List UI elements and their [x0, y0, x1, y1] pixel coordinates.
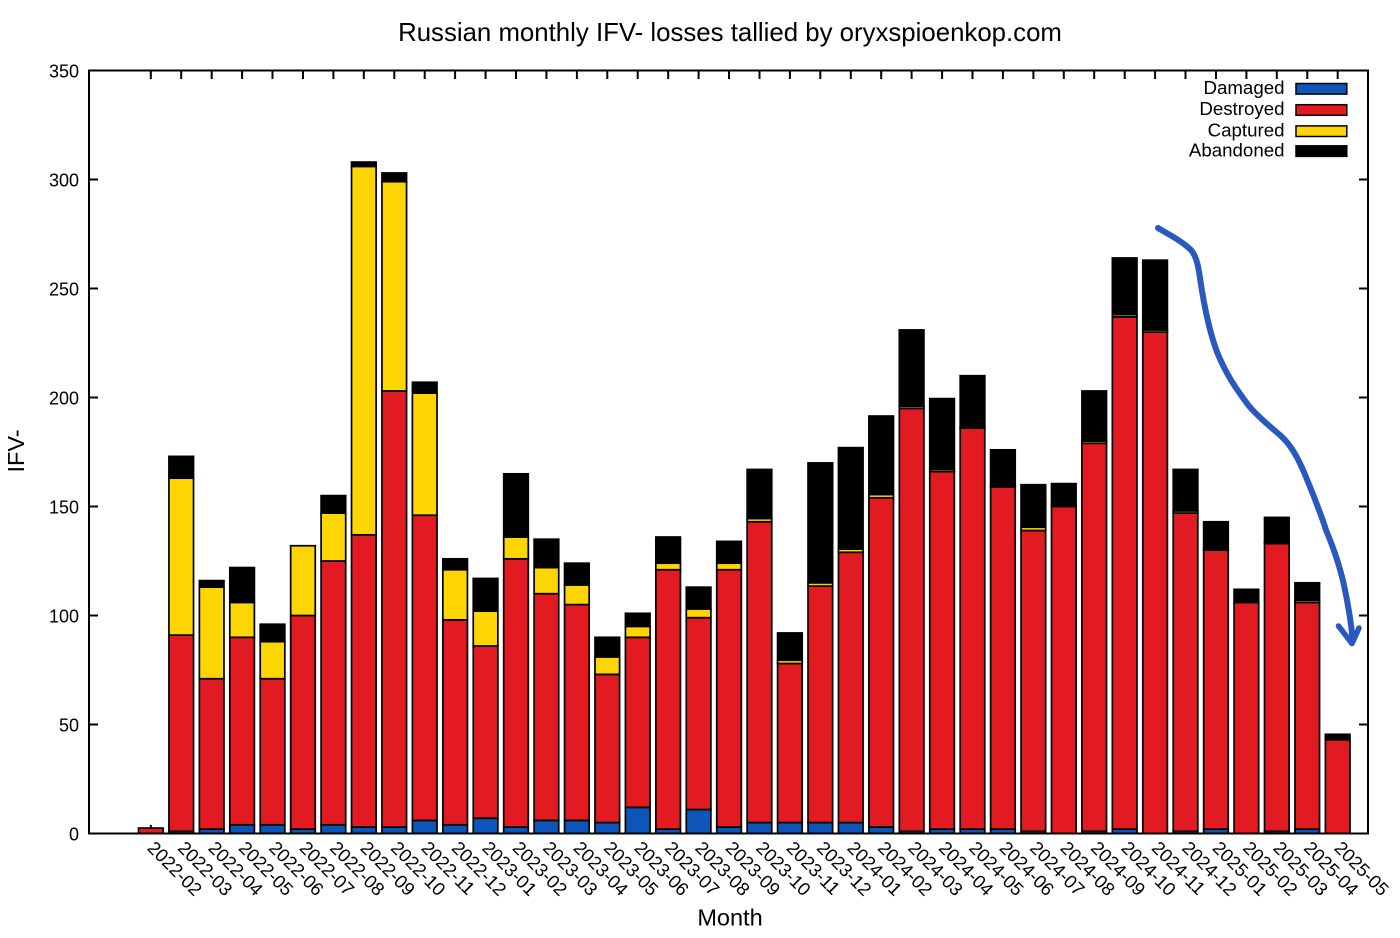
svg-text:Captured: Captured: [1208, 119, 1285, 140]
svg-text:0: 0: [69, 825, 79, 845]
svg-text:IFV-: IFV-: [3, 429, 29, 472]
svg-text:Damaged: Damaged: [1203, 77, 1284, 98]
svg-text:50: 50: [59, 716, 79, 736]
svg-text:300: 300: [49, 171, 79, 191]
svg-text:Russian monthly IFV- losses ta: Russian monthly IFV- losses tallied by o…: [398, 19, 1062, 47]
svg-text:Abandoned: Abandoned: [1189, 139, 1285, 160]
svg-text:Month: Month: [697, 905, 762, 931]
svg-text:Destroyed: Destroyed: [1199, 98, 1284, 119]
svg-text:200: 200: [49, 389, 79, 409]
svg-text:100: 100: [49, 607, 79, 627]
svg-text:250: 250: [49, 280, 79, 300]
svg-text:350: 350: [49, 62, 79, 82]
svg-text:150: 150: [49, 498, 79, 518]
